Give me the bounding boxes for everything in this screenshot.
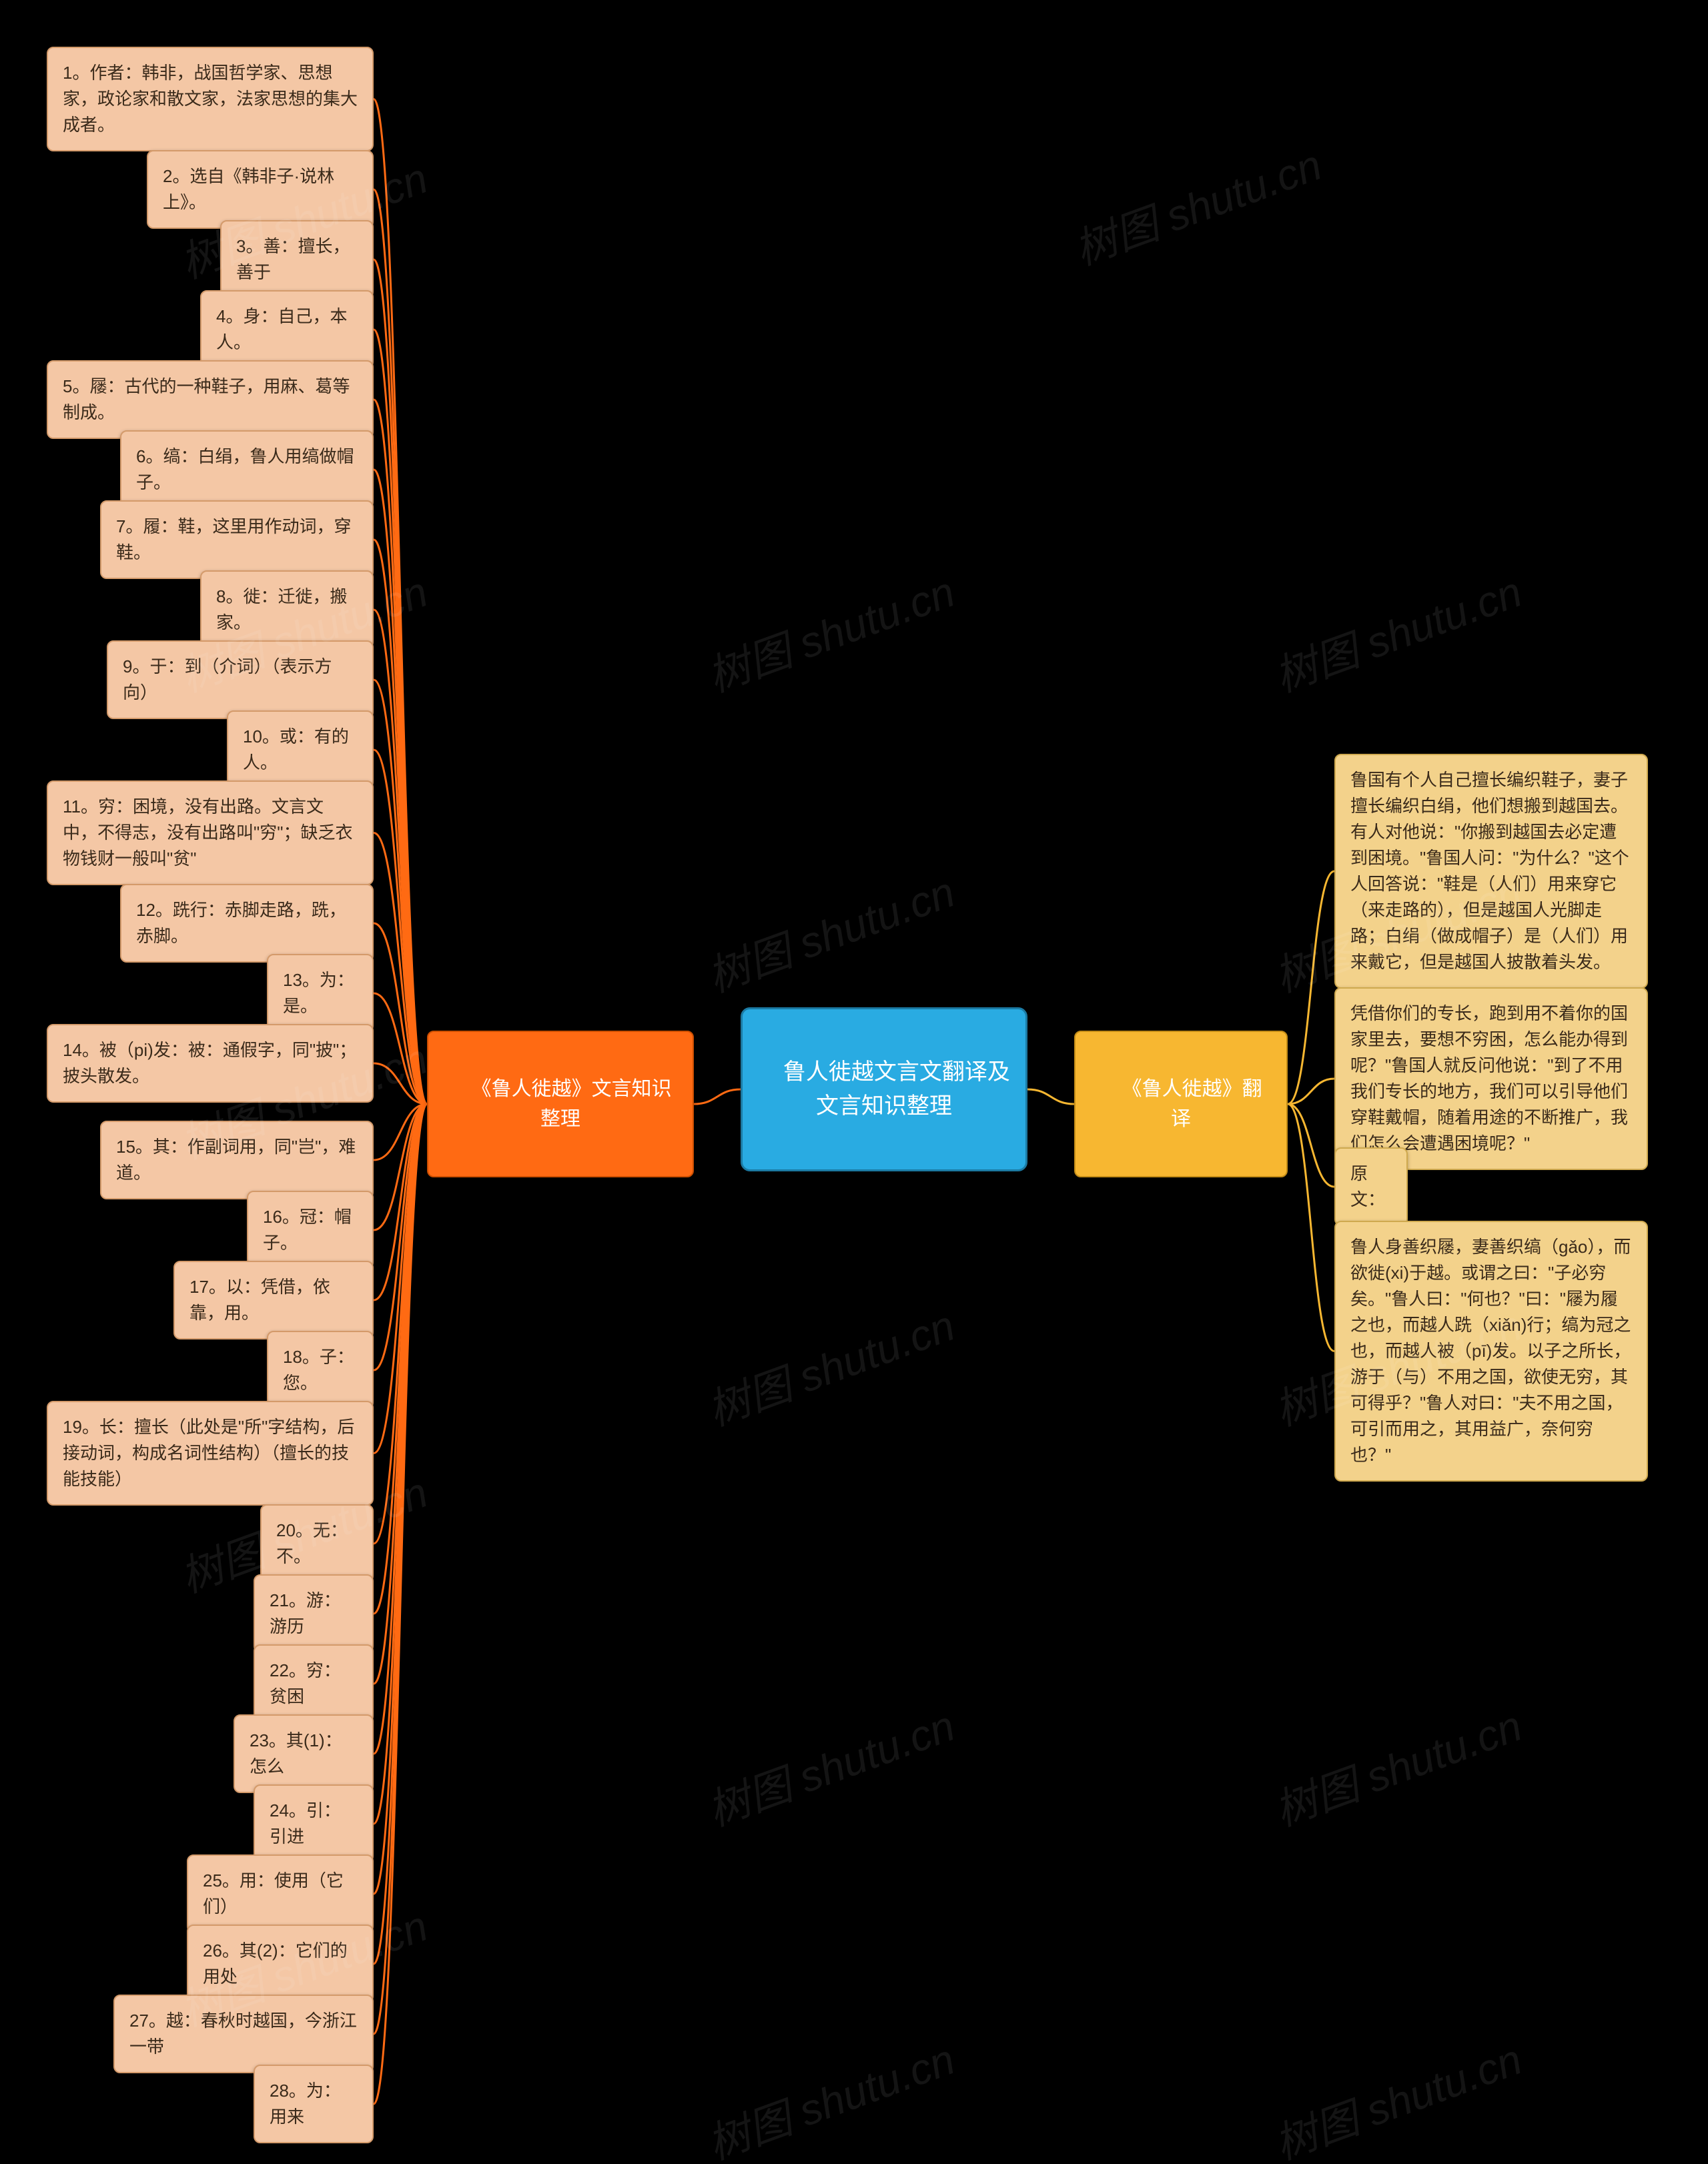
left-leaf: 14。被（pi)发：被：通假字，同"披"；披头散发。 [47,1024,374,1103]
left-leaf-text: 14。被（pi)发：被：通假字，同"披"；披头散发。 [63,1040,356,1086]
left-leaf-text: 21。游：游历 [270,1590,341,1636]
branch-right-label: 《鲁人徙越》翻译 [1122,1078,1262,1130]
left-leaf: 2。选自《韩非子·说林上》。 [147,150,374,229]
left-leaf: 28。为：用来 [254,2065,374,2143]
left-leaf: 11。穷：困境，没有出路。文言文中，不得志，没有出路叫"穷"；缺乏衣物钱财一般叫… [47,780,374,885]
left-leaf-text: 16。冠：帽子。 [263,1207,352,1253]
left-leaf: 17。以：凭借，依靠，用。 [173,1261,374,1339]
left-leaf-text: 3。善：擅长，善于 [236,236,350,282]
right-leaf-text: 凭借你们的专长，跑到用不着你的国家里去，要想不穷困，怎么能办得到呢？"鲁国人就反… [1350,1003,1628,1153]
left-leaf-text: 12。跣行：赤脚走路，跣，赤脚。 [136,900,346,946]
left-leaf-text: 13。为：是。 [283,970,354,1016]
watermark: 树图 shutu.cn [698,858,962,1004]
left-leaf: 4。身：自己，本人。 [200,290,374,369]
watermark: 树图 shutu.cn [1065,131,1329,277]
left-leaf: 9。于：到（介词）（表示方向） [107,640,374,719]
left-leaf-text: 25。用：使用（它们） [203,1870,344,1917]
left-leaf: 21。游：游历 [254,1574,374,1653]
left-leaf-text: 17。以：凭借，依靠，用。 [189,1277,330,1323]
left-leaf-text: 24。引：引进 [270,1800,341,1846]
left-leaf-text: 27。越：春秋时越国，今浙江一带 [129,2011,357,2057]
left-leaf-text: 19。长：擅长（此处是"所"字结构，后接动词，构成名词性结构）（擅长的技能技能） [63,1417,354,1489]
left-leaf: 27。越：春秋时越国，今浙江一带 [113,1995,374,2073]
left-leaf-text: 28。为：用来 [270,2081,341,2127]
left-leaf-text: 10。或：有的人。 [243,726,349,772]
left-leaf: 18。子：您。 [267,1331,374,1410]
left-leaf: 1。作者：韩非，战国哲学家、思想家，政论家和散文家，法家思想的集大成者。 [47,47,374,151]
left-leaf-text: 26。其(2)：它们的用处 [203,1941,348,1987]
left-leaf: 15。其：作副词用，同"岂"，难道。 [100,1121,374,1199]
left-leaf-text: 22。穷：贫困 [270,1660,341,1706]
left-leaf-text: 18。子：您。 [283,1347,354,1393]
right-leaf: 凭借你们的专长，跑到用不着你的国家里去，要想不穷困，怎么能办得到呢？"鲁国人就反… [1334,987,1648,1170]
left-leaf-text: 20。无：不。 [276,1520,348,1566]
right-leaf: 鲁国有个人自己擅长编织鞋子，妻子擅长编织白绢，他们想搬到越国去。有人对他说："你… [1334,754,1648,989]
root-label: 鲁人徙越文言文翻译及文言知识整理 [783,1059,1010,1119]
left-leaf: 6。缟：白绢，鲁人用缟做帽子。 [120,430,374,509]
left-leaf: 25。用：使用（它们） [187,1854,374,1933]
left-leaf: 20。无：不。 [260,1504,374,1583]
left-leaf: 3。善：擅长，善于 [220,220,374,299]
left-leaf: 8。徙：迁徙，搬家。 [200,570,374,649]
left-leaf-text: 23。其(1)：怎么 [250,1730,342,1776]
watermark: 树图 shutu.cn [1265,2025,1529,2164]
root-node: 鲁人徙越文言文翻译及文言知识整理 [741,1007,1027,1171]
left-leaf: 16。冠：帽子。 [247,1191,374,1269]
left-leaf: 13。为：是。 [267,954,374,1033]
left-leaf: 19。长：擅长（此处是"所"字结构，后接动词，构成名词性结构）（擅长的技能技能） [47,1401,374,1506]
right-leaf-text: 鲁人身善织屦，妻善织缟（gǎo），而欲徙(xi)于越。或谓之曰："子必穷矣。"鲁… [1350,1237,1631,1465]
mindmap-canvas: 鲁人徙越文言文翻译及文言知识整理 《鲁人徙越》文言知识整理 《鲁人徙越》翻译 1… [0,0,1708,2164]
left-leaf-text: 2。选自《韩非子·说林上》。 [163,166,334,212]
branch-left-node: 《鲁人徙越》文言知识整理 [427,1031,694,1177]
left-leaf: 7。履：鞋，这里用作动词，穿鞋。 [100,500,374,579]
left-leaf-text: 4。身：自己，本人。 [216,306,347,352]
right-leaf: 原文： [1334,1147,1408,1226]
left-leaf-text: 6。缟：白绢，鲁人用缟做帽子。 [136,446,354,492]
left-leaf: 23。其(1)：怎么 [234,1714,374,1793]
left-leaf: 10。或：有的人。 [227,710,374,789]
right-leaf-text: 鲁国有个人自己擅长编织鞋子，妻子擅长编织白绢，他们想搬到越国去。有人对他说："你… [1350,770,1629,972]
branch-left-label: 《鲁人徙越》文言知识整理 [472,1078,672,1130]
left-leaf-text: 11。穷：困境，没有出路。文言文中，不得志，没有出路叫"穷"；缺乏衣物钱财一般叫… [63,796,352,869]
left-leaf-text: 9。于：到（介词）（表示方向） [123,656,332,702]
branch-right-node: 《鲁人徙越》翻译 [1074,1031,1288,1177]
left-leaf-text: 1。作者：韩非，战国哲学家、思想家，政论家和散文家，法家思想的集大成者。 [63,63,358,135]
left-leaf: 26。其(2)：它们的用处 [187,1925,374,2003]
left-leaf-text: 7。履：鞋，这里用作动词，穿鞋。 [116,516,351,562]
left-leaf: 22。穷：贫困 [254,1644,374,1723]
left-leaf-text: 15。其：作副词用，同"岂"，难道。 [116,1137,356,1183]
watermark: 树图 shutu.cn [1265,1692,1529,1838]
watermark: 树图 shutu.cn [1265,558,1529,704]
left-leaf-text: 5。屦：古代的一种鞋子，用麻、葛等制成。 [63,376,350,422]
watermark: 树图 shutu.cn [698,1291,962,1438]
watermark: 树图 shutu.cn [698,1692,962,1838]
right-leaf-text: 原文： [1350,1163,1385,1209]
left-leaf-text: 8。徙：迁徙，搬家。 [216,586,347,632]
right-leaf: 鲁人身善织屦，妻善织缟（gǎo），而欲徙(xi)于越。或谓之曰："子必穷矣。"鲁… [1334,1221,1648,1482]
left-leaf: 12。跣行：赤脚走路，跣，赤脚。 [120,884,374,963]
watermark: 树图 shutu.cn [698,2025,962,2164]
left-leaf: 24。引：引进 [254,1784,374,1863]
watermark: 树图 shutu.cn [698,558,962,704]
left-leaf: 5。屦：古代的一种鞋子，用麻、葛等制成。 [47,360,374,439]
